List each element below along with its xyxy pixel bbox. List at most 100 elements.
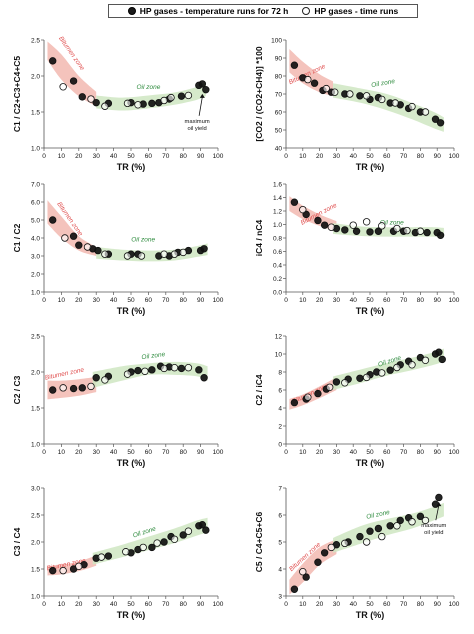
x-tick-label: 30: [93, 601, 101, 608]
legend-label-time-runs: HP gases - time runs: [314, 6, 399, 16]
annotation-arrow: [198, 96, 203, 116]
data-point-time-run: [403, 226, 411, 235]
data-point-time-run: [341, 539, 349, 548]
data-point-temperature-run: [366, 228, 374, 236]
x-tick-label: 0: [42, 601, 46, 608]
y-tick-label: 1.0: [31, 146, 40, 153]
x-tick-label: 50: [127, 601, 135, 608]
x-tick-label: 60: [383, 153, 391, 160]
x-tick-label: 40: [110, 297, 118, 304]
x-tick-label: 0: [42, 297, 46, 304]
x-axis-title: TR (%): [356, 162, 385, 172]
data-point-temperature-run: [198, 80, 207, 88]
x-tick-label: 90: [434, 297, 442, 304]
data-point-time-run: [184, 527, 193, 535]
x-tick-label: 20: [316, 601, 324, 608]
y-axis-title: C1 / C2: [12, 223, 22, 252]
data-point-time-run: [179, 248, 187, 257]
x-tick-label: 50: [366, 297, 374, 304]
x-tick-label: 60: [145, 449, 153, 456]
x-tick-label: 10: [58, 153, 66, 160]
data-point-time-run: [59, 384, 67, 392]
data-point-time-run: [123, 252, 132, 260]
x-tick-label: 0: [42, 449, 46, 456]
x-tick-label: 90: [197, 601, 205, 608]
y-axis-title: C5 / C4+C5+C6: [254, 511, 264, 572]
data-point-time-run: [408, 102, 416, 111]
data-point-time-run: [141, 367, 149, 375]
y-tick-label: 6.0: [31, 200, 40, 207]
data-point-temperature-run: [310, 79, 319, 87]
data-point-time-run: [134, 101, 142, 109]
data-point-temperature-run: [352, 227, 361, 235]
data-point-temperature-run: [356, 374, 364, 382]
x-tick-label: 40: [350, 449, 358, 456]
y-axis-title: iC4 / nC4: [254, 220, 264, 257]
x-tick-label: 20: [75, 297, 83, 304]
x-tick-label: 80: [417, 601, 425, 608]
data-point-temperature-run: [148, 366, 156, 374]
oil-zone-label: Oil zone: [371, 78, 396, 89]
y-tick-label: 2.5: [31, 38, 40, 45]
data-point-temperature-run: [431, 500, 440, 508]
data-point-temperature-run: [179, 531, 187, 539]
x-tick-label: 60: [145, 601, 153, 608]
data-point-time-run: [327, 543, 336, 552]
x-tick-label: 100: [449, 153, 460, 160]
x-tick-label: 0: [42, 153, 46, 160]
data-point-time-run: [87, 382, 95, 391]
data-point-time-run: [362, 538, 371, 546]
y-tick-label: 7: [278, 486, 282, 493]
filled-circle-icon: [127, 7, 136, 15]
x-axis-title: TR (%): [356, 610, 385, 620]
data-point-temperature-run: [302, 573, 310, 581]
data-point-time-run: [160, 250, 168, 258]
data-point-temperature-run: [332, 378, 341, 386]
y-tick-label: 2.5: [31, 513, 40, 520]
y-axis-title: C2 / C3: [12, 375, 22, 404]
x-tick-label: 40: [350, 153, 358, 160]
data-point-time-run: [139, 543, 147, 552]
open-circle-icon: [302, 7, 311, 15]
y-tick-label: 1.0: [31, 442, 40, 449]
data-point-temperature-run: [198, 521, 207, 529]
data-point-time-run: [170, 250, 179, 258]
data-point-temperature-run: [69, 232, 78, 240]
x-tick-label: 70: [400, 601, 408, 608]
data-point-temperature-run: [49, 216, 57, 224]
x-tick-label: 90: [434, 449, 442, 456]
data-point-temperature-run: [290, 585, 299, 593]
y-tick-label: 0.6: [273, 249, 282, 256]
data-point-time-run: [184, 363, 193, 372]
y-tick-label: 60: [275, 110, 283, 117]
x-tick-label: 60: [383, 449, 391, 456]
data-point-temperature-run: [75, 241, 83, 249]
y-tick-label: 1.2: [273, 209, 282, 216]
data-point-time-run: [137, 252, 146, 260]
y-tick-label: 40: [275, 146, 283, 153]
x-tick-label: 80: [417, 153, 425, 160]
x-tick-label: 70: [162, 601, 170, 608]
data-point-time-run: [59, 83, 67, 91]
x-tick-label: 100: [449, 297, 460, 304]
data-point-time-run: [97, 553, 106, 561]
y-tick-label: 6: [278, 513, 282, 520]
data-point-time-run: [59, 566, 67, 575]
x-tick-label: 70: [162, 449, 170, 456]
data-point-time-run: [123, 99, 132, 108]
x-tick-label: 40: [350, 601, 358, 608]
y-tick-label: 2.0: [31, 74, 40, 81]
x-tick-label: 30: [333, 153, 341, 160]
y-tick-label: 2.0: [31, 540, 40, 547]
x-tick-label: 10: [299, 601, 307, 608]
y-axis-title: C1 / C2+C3+C4+C5: [12, 56, 22, 133]
data-point-temperature-run: [386, 522, 394, 530]
data-point-temperature-run: [435, 348, 443, 356]
oil-zone-band: [96, 81, 206, 111]
x-axis-title: TR (%): [356, 306, 385, 316]
data-point-temperature-run: [436, 231, 445, 239]
x-tick-label: 90: [434, 601, 442, 608]
y-tick-label: 100: [271, 38, 282, 45]
